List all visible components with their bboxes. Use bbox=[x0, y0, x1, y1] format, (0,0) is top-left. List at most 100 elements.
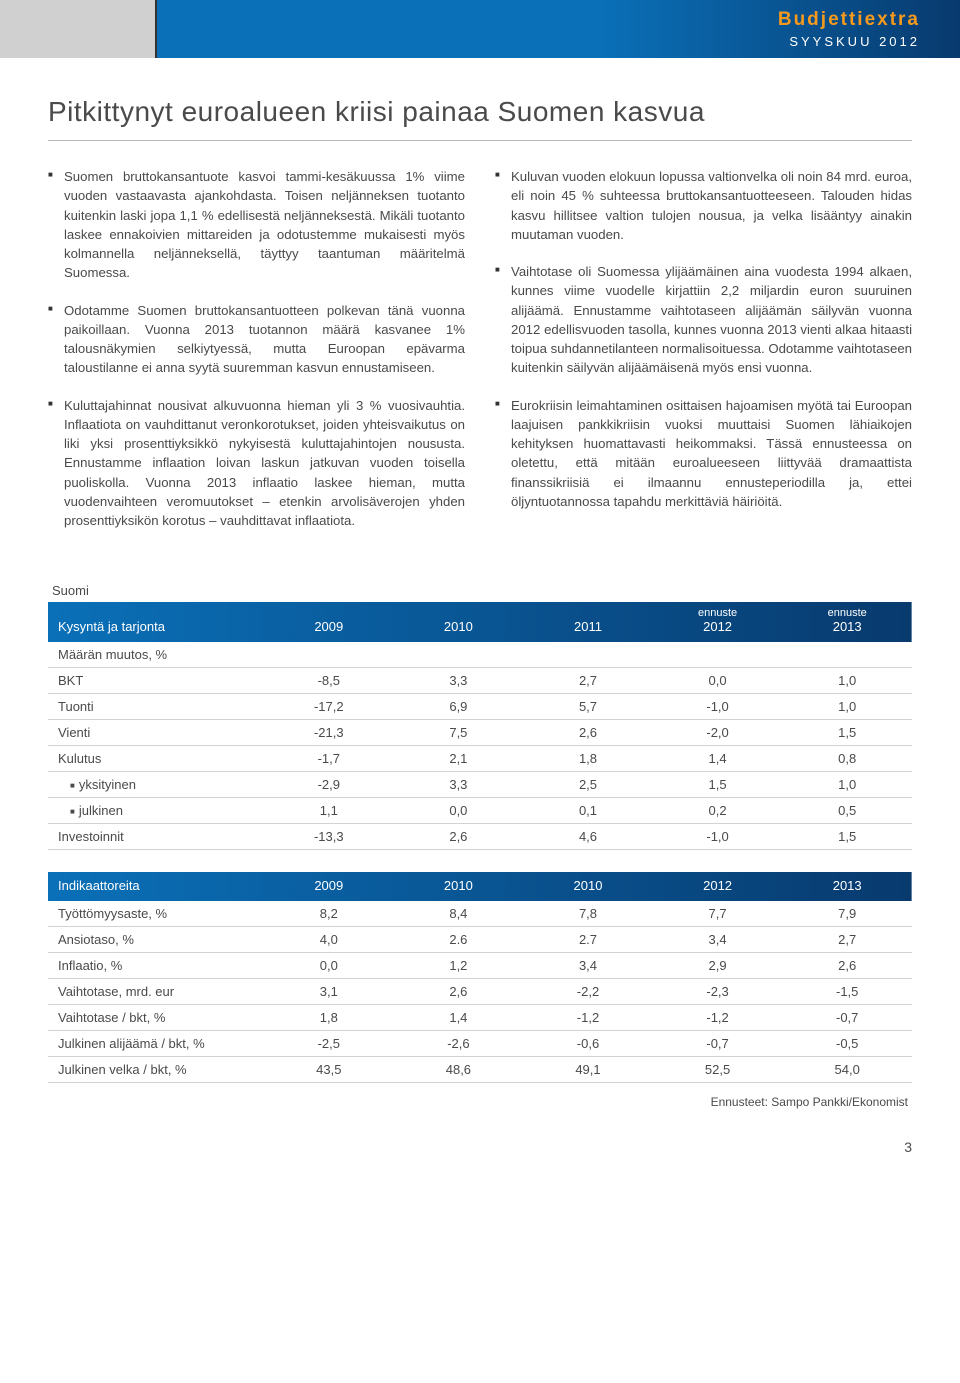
row-label: Inflaatio, % bbox=[48, 952, 264, 978]
bullet-item: Vaihtotase oli Suomessa ylijäämäinen ain… bbox=[495, 262, 912, 378]
table-section: Suomi Kysyntä ja tarjonta 2009 2010 2011… bbox=[48, 583, 912, 1109]
table-row: BKT-8,53,32,70,01,0 bbox=[48, 667, 912, 693]
header-title: Budjettiextra bbox=[778, 9, 920, 31]
cell-value: 3,1 bbox=[264, 978, 394, 1004]
table-row: Kulutus-1,72,11,81,40,8 bbox=[48, 745, 912, 771]
cell-value: 2,6 bbox=[394, 978, 524, 1004]
bullet-item: Suomen bruttokansantuote kasvoi tammi-ke… bbox=[48, 167, 465, 283]
cell-value: 2,6 bbox=[782, 952, 912, 978]
cell-value: 1,1 bbox=[264, 797, 394, 823]
table1-head: Kysyntä ja tarjonta 2009 2010 2011ennust… bbox=[48, 602, 912, 642]
cell-value: 1,8 bbox=[523, 745, 653, 771]
header-subtitle: SYYSKUU 2012 bbox=[789, 34, 920, 49]
cell-value: -0,7 bbox=[782, 1004, 912, 1030]
cell-value: 7,8 bbox=[523, 901, 653, 927]
cell-value: 0,1 bbox=[523, 797, 653, 823]
table2-body: Työttömyysaste, %8,28,47,87,77,9Ansiotas… bbox=[48, 901, 912, 1083]
cell-value: -13,3 bbox=[264, 823, 394, 849]
cell-value: 8,4 bbox=[394, 901, 524, 927]
cell-value: 0,5 bbox=[782, 797, 912, 823]
cell-value: 7,7 bbox=[653, 901, 783, 927]
table-row: Investoinnit-13,32,64,6-1,01,5 bbox=[48, 823, 912, 849]
cell-value: 54,0 bbox=[782, 1056, 912, 1082]
cell-value: -8,5 bbox=[264, 667, 394, 693]
cell-value: -0,7 bbox=[653, 1030, 783, 1056]
table2-year-header: 2010 bbox=[394, 872, 524, 901]
cell-value: 3,4 bbox=[653, 926, 783, 952]
cell-value: 2,1 bbox=[394, 745, 524, 771]
row-label: Kulutus bbox=[48, 745, 264, 771]
table-row: Määrän muutos, % bbox=[48, 642, 912, 668]
columns: Suomen bruttokansantuote kasvoi tammi-ke… bbox=[48, 167, 912, 549]
cell-value: -1,7 bbox=[264, 745, 394, 771]
right-column: Kuluvan vuoden elokuun lopussa valtionve… bbox=[495, 167, 912, 549]
cell-value: 1,5 bbox=[782, 823, 912, 849]
cell-value: 3,3 bbox=[394, 667, 524, 693]
cell-value: -2,9 bbox=[264, 771, 394, 797]
bullet-item: Kuluttajahinnat nousivat alkuvuonna hiem… bbox=[48, 396, 465, 531]
cell-value: -1,2 bbox=[523, 1004, 653, 1030]
bullet-item: Kuluvan vuoden elokuun lopussa valtionve… bbox=[495, 167, 912, 244]
row-label: Määrän muutos, % bbox=[48, 642, 264, 668]
table-row: Työttömyysaste, %8,28,47,87,77,9 bbox=[48, 901, 912, 927]
cell-value: -2,3 bbox=[653, 978, 783, 1004]
table1-head-label: Kysyntä ja tarjonta bbox=[48, 602, 264, 642]
table-label: Suomi bbox=[52, 583, 912, 598]
cell-value: 5,7 bbox=[523, 693, 653, 719]
left-column: Suomen bruttokansantuote kasvoi tammi-ke… bbox=[48, 167, 465, 549]
row-label: Vienti bbox=[48, 719, 264, 745]
cell-value: -2,5 bbox=[264, 1030, 394, 1056]
cell-value: 3,4 bbox=[523, 952, 653, 978]
row-label: Investoinnit bbox=[48, 823, 264, 849]
row-label: BKT bbox=[48, 667, 264, 693]
table-footnote: Ennusteet: Sampo Pankki/Ekonomist bbox=[48, 1095, 912, 1109]
cell-value: -1,5 bbox=[782, 978, 912, 1004]
cell-value: 2,6 bbox=[394, 823, 524, 849]
table-row: Inflaatio, %0,01,23,42,92,6 bbox=[48, 952, 912, 978]
table1-forecast-header: ennuste2013 bbox=[782, 602, 912, 642]
cell-value: 2,9 bbox=[653, 952, 783, 978]
table1-forecast-header: ennuste2012 bbox=[653, 602, 783, 642]
table-row: Julkinen alijäämä / bkt, %-2,5-2,6-0,6-0… bbox=[48, 1030, 912, 1056]
table-row: ■julkinen1,10,00,10,20,5 bbox=[48, 797, 912, 823]
table2-head-label: Indikaattoreita bbox=[48, 872, 264, 901]
cell-value: 4,6 bbox=[523, 823, 653, 849]
cell-value: -2,0 bbox=[653, 719, 783, 745]
cell-value: 1,0 bbox=[782, 693, 912, 719]
cell-value: 4,0 bbox=[264, 926, 394, 952]
table-indikaattoreita: Indikaattoreita20092010201020122013 Työt… bbox=[48, 872, 912, 1083]
right-bullet-list: Kuluvan vuoden elokuun lopussa valtionve… bbox=[495, 167, 912, 511]
table-row: Ansiotaso, %4,02.62.73,42,7 bbox=[48, 926, 912, 952]
table-row: Vaihtotase, mrd. eur3,12,6-2,2-2,3-1,5 bbox=[48, 978, 912, 1004]
cell-value: 1,8 bbox=[264, 1004, 394, 1030]
cell-value: -2,2 bbox=[523, 978, 653, 1004]
table-row: ■yksityinen-2,93,32,51,51,0 bbox=[48, 771, 912, 797]
table2-year-header: 2013 bbox=[782, 872, 912, 901]
cell-value: 1,5 bbox=[782, 719, 912, 745]
cell-value: 0,0 bbox=[264, 952, 394, 978]
cell-value bbox=[523, 642, 653, 668]
cell-value: 1,4 bbox=[653, 745, 783, 771]
cell-value: 8,2 bbox=[264, 901, 394, 927]
cell-value: 7,9 bbox=[782, 901, 912, 927]
header-gradient: Budjettiextra SYYSKUU 2012 bbox=[157, 0, 960, 58]
table2-year-header: 2012 bbox=[653, 872, 783, 901]
cell-value: 1,2 bbox=[394, 952, 524, 978]
content: Pitkittynyt euroalueen kriisi painaa Suo… bbox=[0, 58, 960, 1131]
cell-value: 1,4 bbox=[394, 1004, 524, 1030]
bullet-item: Eurokriisin leimahtaminen osittaisen haj… bbox=[495, 396, 912, 512]
table1-year-header: 2009 bbox=[264, 602, 394, 642]
table2-head: Indikaattoreita20092010201020122013 bbox=[48, 872, 912, 901]
row-label: Työttömyysaste, % bbox=[48, 901, 264, 927]
cell-value: -1,0 bbox=[653, 693, 783, 719]
cell-value: 52,5 bbox=[653, 1056, 783, 1082]
page-title: Pitkittynyt euroalueen kriisi painaa Suo… bbox=[48, 96, 912, 141]
page-number: 3 bbox=[0, 1131, 960, 1175]
cell-value: 0,0 bbox=[653, 667, 783, 693]
row-label: Tuonti bbox=[48, 693, 264, 719]
table-row: Tuonti-17,26,95,7-1,01,0 bbox=[48, 693, 912, 719]
cell-value: 7,5 bbox=[394, 719, 524, 745]
cell-value: 0,2 bbox=[653, 797, 783, 823]
cell-value: 3,3 bbox=[394, 771, 524, 797]
cell-value: -17,2 bbox=[264, 693, 394, 719]
